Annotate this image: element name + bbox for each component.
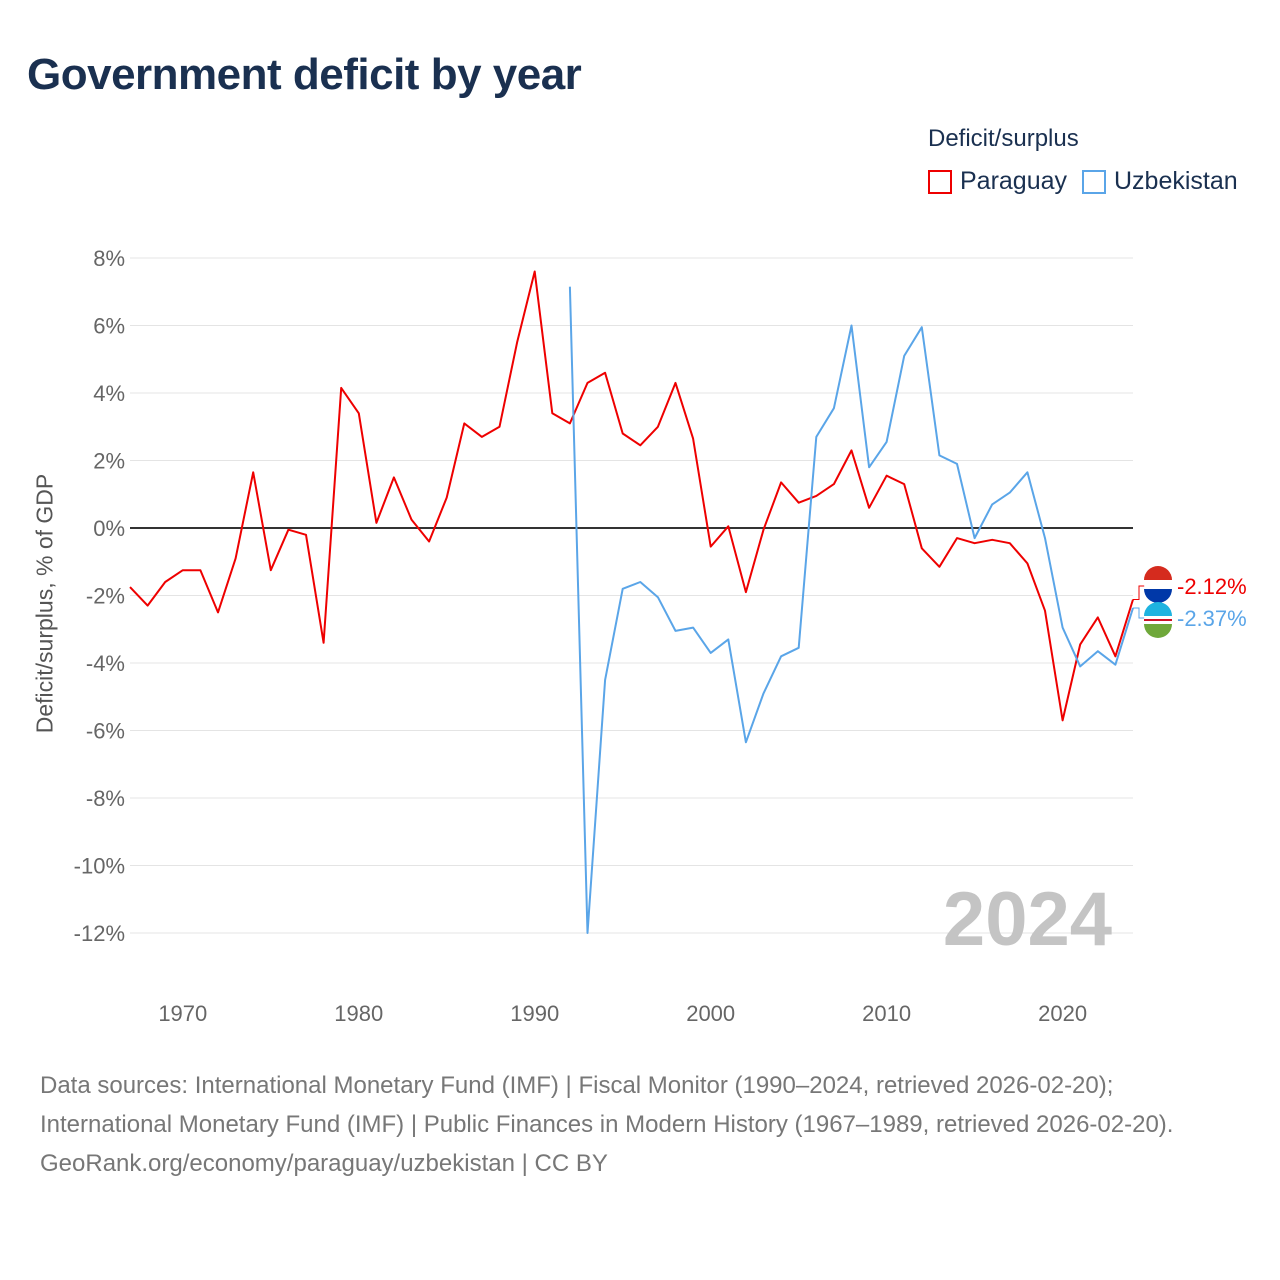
y-tick-label: -6%: [86, 719, 125, 744]
series-line-paraguay: [129, 270, 1134, 722]
y-tick-label: -10%: [74, 854, 125, 879]
end-label-connector: [1133, 585, 1145, 601]
x-tick-label: 2020: [1038, 1001, 1087, 1026]
legend-item-uzbekistan[interactable]: Uzbekistan: [1082, 167, 1238, 196]
x-tick-label: 1970: [158, 1001, 207, 1026]
y-tick-label: 8%: [93, 246, 125, 271]
legend-label: Paraguay: [960, 167, 1068, 195]
y-tick-label: -12%: [74, 921, 125, 946]
flag-stripe: [1144, 602, 1172, 616]
y-tick-label: -8%: [86, 786, 125, 811]
source-note: Data sources: International Monetary Fun…: [40, 1066, 1240, 1183]
x-tick-label: 1980: [334, 1001, 383, 1026]
series-line-uzbekistan: [568, 286, 1134, 934]
x-tick-label: 1990: [510, 1001, 559, 1026]
y-tick-label: 6%: [93, 314, 125, 339]
plot-area: 8% 6% 4% 2% 0% -2% -4% -6% -8% -10% -12% 1970 1980 19…: [74, 246, 1247, 1026]
legend-swatch-uzbekistan: [1082, 169, 1106, 194]
y-tick-label: -2%: [86, 584, 125, 609]
source-line: Data sources: International Monetary Fun…: [40, 1072, 1174, 1138]
y-tick-label: 0%: [93, 516, 125, 541]
y-tick-label: 4%: [93, 381, 125, 406]
legend-title: Deficit/surplus: [928, 125, 1079, 152]
chart-title: Government deficit by year: [27, 50, 582, 99]
end-label-uzbekistan: -2.37%: [1177, 606, 1247, 631]
source-link[interactable]: GeoRank.org/economy/paraguay/uzbekistan …: [40, 1150, 608, 1177]
y-tick-label: -4%: [86, 651, 125, 676]
legend-swatch-paraguay: [928, 169, 952, 194]
flag-stripe: [1144, 624, 1172, 638]
x-tick-label: 2000: [686, 1001, 735, 1026]
legend-item-paraguay[interactable]: Paraguay: [928, 167, 1067, 196]
x-tick-label: 2010: [862, 1001, 911, 1026]
y-tick-label: 2%: [93, 449, 125, 474]
flag-stripe: [1144, 566, 1172, 580]
end-label-paraguay: -2.12%: [1177, 574, 1247, 599]
legend-label: Uzbekistan: [1114, 167, 1238, 195]
end-label-connector: [1133, 607, 1145, 619]
flag-stripe: [1144, 589, 1172, 603]
year-watermark: 2024: [943, 877, 1112, 962]
